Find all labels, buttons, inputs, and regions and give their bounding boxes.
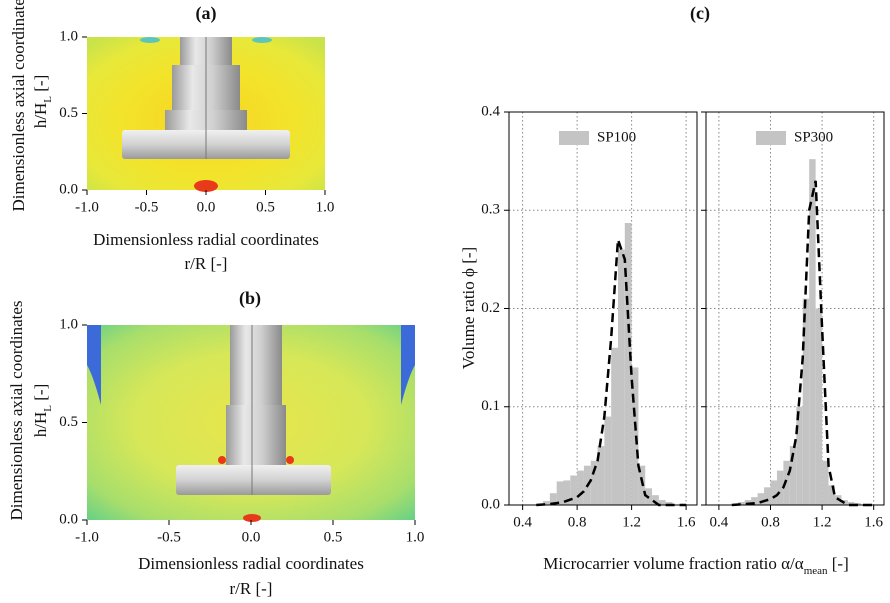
x-axis-label: Dimensionless radial coordinates — [138, 554, 364, 573]
x-tick-label: 1.2 — [622, 514, 641, 530]
x-tick-label: 1.0 — [316, 199, 335, 215]
bar — [770, 480, 776, 505]
legend-label: SP100 — [597, 129, 636, 145]
y-tick-label: 0.4 — [481, 103, 500, 119]
y-axis-label: Dimensionless axial coordinates — [9, 0, 28, 212]
x-tick-label: 0.8 — [761, 514, 780, 530]
x-axis-label-part: mean — [804, 565, 828, 577]
x-tick-label: 1.6 — [677, 514, 696, 530]
y-tick-label: 0.0 — [59, 181, 78, 197]
bar — [816, 309, 822, 506]
x-tick-label: 0.0 — [242, 529, 261, 545]
y-tick-label: 0.5 — [59, 414, 78, 430]
bar — [796, 407, 802, 505]
x-tick-label: 0.4 — [710, 514, 729, 530]
y-axis-label: h/HL [-] — [31, 384, 54, 437]
x-tick-label: 1.2 — [813, 514, 832, 530]
x-tick-label: -0.5 — [135, 199, 159, 215]
bar — [822, 461, 828, 505]
y-axis-label: Dimensionless axial coordinates — [7, 300, 26, 520]
contour-image-a — [87, 37, 325, 192]
y-tick-label: 0.1 — [481, 398, 500, 414]
bar — [611, 348, 618, 505]
x-axis-label: Dimensionless radial coordinates — [93, 230, 319, 249]
y-tick-label: 0.0 — [481, 496, 500, 512]
bar — [557, 481, 564, 505]
legend-label: SP300 — [794, 129, 833, 145]
x-tick-label: -1.0 — [75, 529, 99, 545]
x-tick-label: 1.0 — [406, 529, 425, 545]
y-axis-label-part: [-] — [31, 75, 50, 96]
x-axis-label: r/R [-] — [185, 254, 228, 273]
bar — [809, 159, 815, 505]
figure: -1.0 -0.5 0.0 0.5 1.0 0.0 0.5 1.0 (a) Dimensionle… — [0, 0, 890, 603]
bar — [604, 417, 611, 505]
x-tick-label: 0.5 — [256, 199, 275, 215]
y-tick-label: 0.0 — [59, 511, 78, 527]
y-axis-label-part: [-] — [31, 384, 50, 405]
x-tick-label: -0.5 — [157, 529, 181, 545]
contour-image-b — [87, 325, 415, 522]
panel-title: (a) — [196, 3, 217, 24]
x-tick-label: 1.6 — [864, 514, 883, 530]
y-tick-label: 0.3 — [481, 202, 500, 218]
bar — [618, 250, 625, 505]
y-tick-label: 1.0 — [59, 28, 78, 44]
panel-title: (b) — [239, 288, 261, 309]
x-tick-label: 0.8 — [568, 514, 587, 530]
bar — [764, 487, 770, 505]
y-axis-label: h/HL [-] — [31, 75, 54, 128]
x-tick-label: -1.0 — [75, 199, 99, 215]
legend-swatch — [559, 131, 589, 145]
bar — [577, 471, 584, 505]
x-tick-label: 0.0 — [197, 199, 216, 215]
x-axis-label-part: Microcarrier volume fraction ratio α/α — [543, 554, 804, 573]
bar — [625, 223, 632, 505]
y-axis-label-part: h/H — [31, 412, 50, 438]
x-axis-label: Microcarrier volume fraction ratio α/αme… — [543, 554, 849, 577]
y-tick-label: 0.5 — [59, 105, 78, 121]
y-tick-label: 0.2 — [481, 300, 500, 316]
y-axis-label-part: h/H — [31, 103, 50, 129]
x-axis-label: r/R [-] — [230, 579, 273, 598]
x-axis-label-part: [-] — [828, 554, 849, 573]
bar — [570, 476, 577, 505]
y-axis-label: Volume ratio ϕ [-] — [459, 247, 478, 369]
panel-title: (c) — [690, 3, 710, 24]
x-tick-label: 0.4 — [513, 514, 532, 530]
x-tick-label: 0.5 — [324, 529, 343, 545]
legend-swatch — [756, 131, 786, 145]
y-tick-label: 1.0 — [59, 316, 78, 332]
